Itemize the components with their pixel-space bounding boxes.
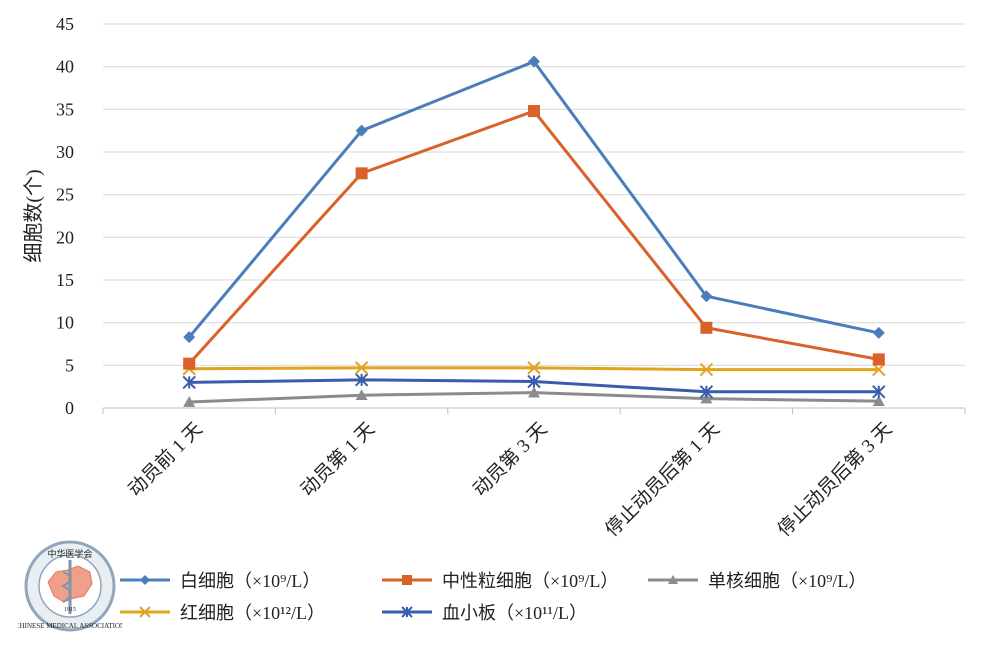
x-tick-label: 动员前 1 天 — [124, 418, 207, 501]
data-point — [872, 385, 886, 399]
legend-label: 血小板（×10¹¹/L） — [442, 603, 587, 623]
data-point — [699, 362, 714, 377]
grid — [103, 23, 965, 366]
y-tick-label: 25 — [56, 185, 74, 205]
data-point — [354, 373, 369, 387]
data-point — [354, 361, 369, 375]
legend-item: 白细胞（×10⁹/L） — [118, 568, 320, 592]
series-layer — [182, 55, 886, 407]
x-tick-label: 停止动员后第 3 天 — [773, 418, 896, 541]
data-point — [872, 362, 886, 377]
legend-swatch — [382, 606, 432, 618]
association-logo: 中华医学会 CHINESE MEDICAL ASSOCIATION 1915 — [15, 538, 125, 634]
legend-swatch — [382, 575, 432, 585]
y-tick-label: 5 — [65, 355, 74, 375]
data-point — [182, 375, 196, 390]
data-point — [528, 386, 540, 398]
data-point — [355, 167, 368, 180]
y-tick-label: 0 — [65, 398, 74, 418]
series-2 — [183, 386, 885, 407]
data-point — [355, 124, 368, 137]
data-point — [700, 392, 713, 404]
data-point — [528, 105, 540, 118]
series-4 — [182, 373, 886, 399]
svg-text:CHINESE MEDICAL ASSOCIATION: CHINESE MEDICAL ASSOCIATION — [18, 622, 122, 630]
data-point — [355, 389, 368, 400]
data-point — [183, 331, 196, 344]
legend-item: 红细胞（×10¹²/L） — [118, 600, 325, 624]
x-tick-label: 动员第 3 天 — [469, 418, 552, 501]
data-point — [872, 326, 885, 339]
legend-swatch — [648, 575, 698, 584]
data-point — [527, 374, 541, 389]
legend-label: 红细胞（×10¹²/L） — [180, 603, 325, 623]
y-axis-label: 细胞数(个) — [22, 169, 45, 262]
data-point — [872, 395, 885, 406]
data-point — [872, 353, 885, 366]
legend-item: 血小板（×10¹¹/L） — [380, 600, 587, 624]
data-point — [183, 396, 196, 407]
x-tick-label: 动员第 1 天 — [296, 418, 379, 501]
series-0 — [183, 55, 885, 344]
data-point — [699, 385, 714, 399]
axes: 051015202530354045动员前 1 天动员第 1 天动员第 3 天停… — [56, 14, 966, 541]
legend-swatch — [120, 606, 170, 618]
legend-label: 白细胞（×10⁹/L） — [180, 571, 321, 591]
y-tick-label: 15 — [56, 270, 74, 290]
x-tick-label: 停止动员后第 1 天 — [601, 418, 724, 541]
data-point — [528, 55, 540, 68]
y-tick-label: 40 — [56, 57, 74, 77]
y-tick-label: 35 — [56, 99, 74, 119]
data-point — [527, 361, 541, 375]
legend-label: 中性粒细胞（×10⁹/L） — [442, 571, 619, 591]
data-point — [700, 290, 713, 303]
y-tick-label: 10 — [56, 313, 74, 333]
svg-text:1915: 1915 — [64, 607, 76, 613]
series-line — [188, 60, 880, 339]
y-tick-label: 20 — [56, 227, 74, 247]
series-1 — [183, 105, 885, 370]
series-3 — [182, 361, 886, 377]
data-point — [183, 357, 196, 370]
legend-swatch — [120, 575, 170, 585]
data-point — [700, 321, 713, 334]
y-tick-label: 45 — [56, 14, 74, 34]
y-tick-label: 30 — [56, 142, 74, 162]
chart-legend: 白细胞（×10⁹/L） 中性粒细胞（×10⁹/L） 单核细胞（×10⁹/L） 红细胞（… — [118, 568, 978, 638]
svg-text:中华医学会: 中华医学会 — [47, 548, 92, 559]
legend-label: 单核细胞（×10⁹/L） — [708, 571, 867, 591]
legend-item: 单核细胞（×10⁹/L） — [646, 568, 866, 592]
legend-item: 中性粒细胞（×10⁹/L） — [380, 568, 618, 592]
